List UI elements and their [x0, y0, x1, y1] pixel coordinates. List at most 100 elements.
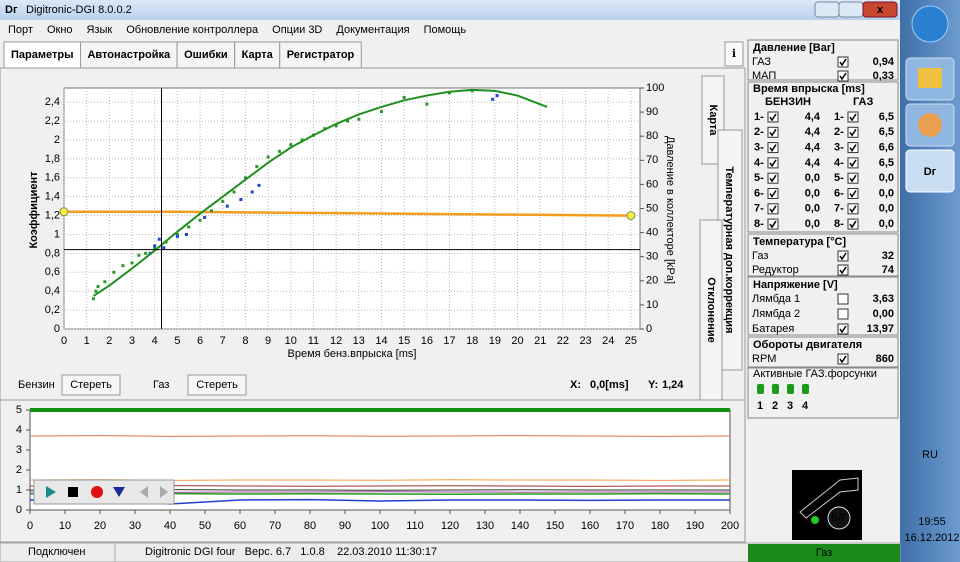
- switch-button[interactable]: [827, 506, 851, 530]
- cursor-y-value: 1,24: [662, 379, 684, 391]
- play-button[interactable]: [46, 486, 56, 498]
- checkbox[interactable]: [847, 172, 859, 184]
- minimize-button[interactable]: [814, 1, 840, 18]
- x-tick-label: 17: [443, 335, 455, 347]
- series-line: [92, 88, 548, 297]
- x-tick-label: 6: [197, 335, 203, 347]
- tab-label: Регистратор: [287, 49, 355, 61]
- tab[interactable]: [176, 41, 236, 69]
- scatter-point: [243, 176, 247, 180]
- checkbox[interactable]: [767, 203, 779, 215]
- help-button[interactable]: [724, 41, 744, 67]
- checkbox[interactable]: [847, 111, 859, 123]
- y-tick-label: 1: [54, 228, 60, 240]
- y-tick-label: 4: [16, 424, 22, 436]
- checkbox[interactable]: [767, 157, 779, 169]
- group-title: Время впрыска [ms]: [753, 83, 865, 95]
- scatter-point: [184, 232, 188, 236]
- gas-clear-button[interactable]: [187, 374, 247, 396]
- back-button[interactable]: [140, 486, 148, 498]
- checkbox[interactable]: [837, 293, 849, 305]
- menu-item[interactable]: Порт: [8, 24, 33, 36]
- injector-icon: [757, 384, 764, 394]
- checkbox[interactable]: [767, 126, 779, 138]
- scatter-point: [334, 124, 338, 128]
- checkbox[interactable]: [847, 142, 859, 154]
- x-tick-label: 5: [174, 335, 180, 347]
- checkbox[interactable]: [847, 126, 859, 138]
- scatter-point: [144, 251, 148, 255]
- checkbox[interactable]: [837, 70, 849, 82]
- switch-led: [811, 516, 819, 524]
- task-digitronic[interactable]: [905, 149, 955, 193]
- checkbox[interactable]: [837, 264, 849, 276]
- row-name: Газ: [752, 250, 768, 262]
- checkbox[interactable]: [837, 308, 849, 320]
- tab[interactable]: [234, 41, 281, 69]
- scatter-point: [130, 261, 134, 265]
- x-tick-label: 11: [308, 335, 319, 347]
- checkbox[interactable]: [847, 203, 859, 215]
- tab[interactable]: [3, 41, 81, 69]
- checkbox[interactable]: [767, 111, 779, 123]
- menu-item[interactable]: Помощь: [424, 24, 467, 36]
- scatter-point: [232, 190, 236, 194]
- checkbox[interactable]: [767, 172, 779, 184]
- gas-value: 6,5: [879, 157, 894, 169]
- checkbox[interactable]: [837, 56, 849, 68]
- row-name: Редуктор: [752, 264, 799, 276]
- menu-item[interactable]: Окно: [47, 24, 73, 36]
- checkbox[interactable]: [837, 323, 849, 335]
- forward-button[interactable]: [160, 486, 168, 498]
- gas-num: 7-: [834, 203, 844, 215]
- row-name: Батарея: [752, 323, 794, 335]
- maximize-button[interactable]: [838, 1, 864, 18]
- petrol-num: 8-: [754, 218, 764, 230]
- x-tick-label: 70: [269, 520, 281, 532]
- checkbox[interactable]: [847, 188, 859, 199]
- menu-item[interactable]: Обновление контроллера: [126, 24, 259, 36]
- close-button[interactable]: [862, 1, 898, 18]
- down-button[interactable]: [113, 487, 125, 497]
- y2-tick-label: 50: [646, 202, 658, 214]
- stop-button[interactable]: [68, 487, 78, 497]
- checkbox[interactable]: [847, 218, 859, 230]
- gas-num: 3-: [834, 142, 844, 154]
- menu-item[interactable]: Язык: [87, 24, 113, 36]
- checkbox[interactable]: [837, 250, 849, 262]
- scatter-point: [402, 95, 406, 99]
- tab-label: Ошибки: [184, 49, 228, 61]
- row-value: 13,97: [866, 323, 894, 335]
- paint-icon: [918, 113, 942, 137]
- status-mode-bg: [748, 544, 900, 562]
- tab[interactable]: [279, 41, 362, 69]
- checkmark: [849, 174, 857, 183]
- checkmark: [849, 113, 857, 122]
- tab-label: Автонастройка: [87, 49, 170, 61]
- x-tick-label: 90: [339, 520, 351, 532]
- menu-item[interactable]: Документация: [336, 24, 409, 36]
- petrol-clear-button[interactable]: [61, 374, 121, 396]
- checkmark: [769, 128, 777, 137]
- checkbox[interactable]: [847, 157, 859, 169]
- record-button[interactable]: [91, 486, 103, 498]
- x-tick-label: 30: [129, 520, 141, 532]
- x-tick-label: 190: [686, 520, 704, 532]
- y2-tick-label: 20: [646, 275, 658, 287]
- petrol-value: 0,0: [805, 203, 820, 215]
- x-tick-label: 19: [489, 335, 501, 347]
- start-button[interactable]: [911, 5, 949, 43]
- side-tab[interactable]: [699, 219, 723, 401]
- scatter-point: [153, 244, 157, 248]
- group-title: Давление [Bar]: [753, 42, 835, 54]
- menu-item[interactable]: Опции 3D: [272, 24, 322, 36]
- petrol-value: 4,4: [805, 111, 821, 123]
- y2-tick-label: 100: [646, 82, 664, 94]
- checkbox[interactable]: [767, 218, 779, 230]
- row-name: Лямбда 2: [752, 308, 800, 320]
- checkbox[interactable]: [767, 142, 779, 154]
- x-tick-label: 0: [27, 520, 33, 532]
- petrol-header: БЕНЗИН: [765, 96, 811, 108]
- checkbox[interactable]: [837, 353, 849, 365]
- checkbox[interactable]: [767, 188, 779, 199]
